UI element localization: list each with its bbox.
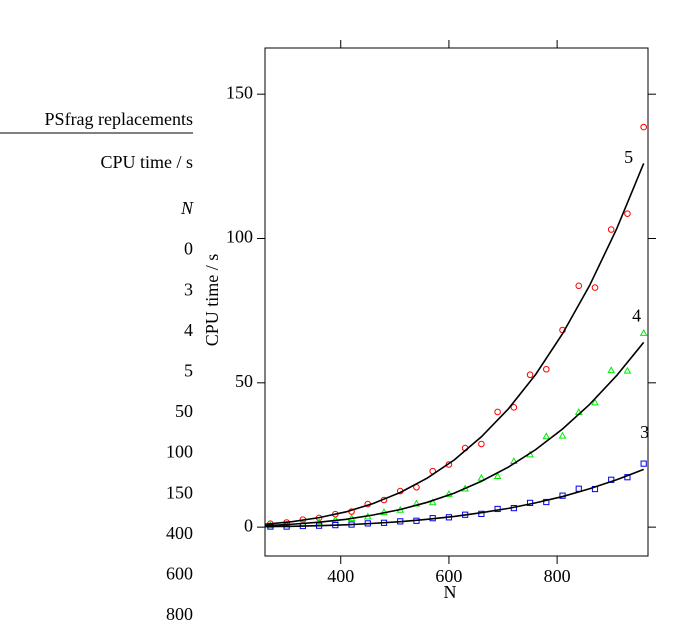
psfrag-item: 50 [175,401,193,421]
fit-line [264,163,645,526]
psfrag-item: CPU time / s [100,152,193,172]
point [591,398,599,406]
point [510,404,518,411]
psfrag-item: 800 [166,604,193,624]
x-tick-label: 400 [327,566,354,586]
point [542,365,550,373]
psfrag-title: PSfrag replacements [45,109,193,129]
point [477,473,486,481]
y-tick-label: 150 [226,82,253,102]
fit-line [264,468,644,528]
y-tick-label: 50 [235,371,253,391]
point [624,210,631,217]
point [543,498,550,506]
plot-frame [264,47,649,557]
x-tick-label: 600 [435,566,462,586]
psfrag-item: 100 [166,442,193,462]
psfrag-item: N [180,198,194,218]
point [478,440,485,448]
curve-label: 4 [632,306,641,326]
point [575,282,583,290]
point [494,408,501,416]
point [558,431,567,439]
psfrag-item: 400 [166,523,193,543]
y-tick-label: 0 [244,515,253,535]
point [493,472,502,480]
point [428,498,437,506]
point [607,366,616,374]
fit-line [264,341,645,527]
point [591,284,599,291]
x-axis-label: N [444,582,457,602]
x-tick-label: 800 [544,566,571,586]
psfrag-item: 3 [184,279,193,299]
psfrag-item: 5 [184,361,193,381]
psfrag-item: 150 [166,482,193,502]
point [542,432,551,440]
point [640,460,647,467]
psfrag-item: 0 [184,239,193,259]
curve-label: 5 [624,147,633,167]
point [639,328,648,336]
psfrag-item: 4 [184,320,193,340]
point [607,226,615,233]
y-axis-label: CPU time / s [202,254,222,347]
curve-label: 3 [640,422,649,442]
point [526,371,534,379]
point [623,366,632,374]
point [640,123,647,131]
psfrag-item: 600 [166,564,193,584]
y-tick-label: 100 [226,227,253,247]
